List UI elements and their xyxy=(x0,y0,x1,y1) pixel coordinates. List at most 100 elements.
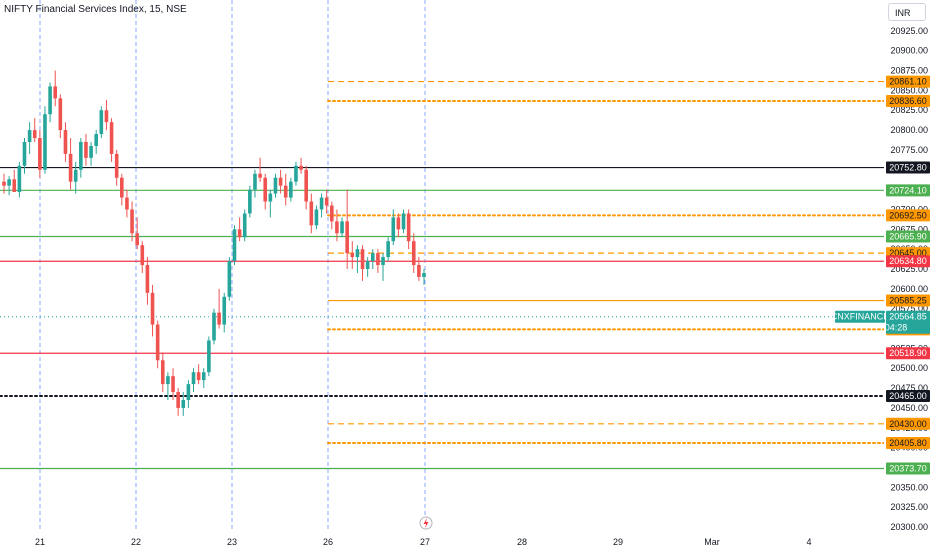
price-tick-label: 20800.00 xyxy=(890,125,928,135)
candle-body xyxy=(73,169,78,182)
candle-body xyxy=(53,86,58,99)
candle-body xyxy=(160,360,165,385)
candle-body xyxy=(237,229,242,238)
candle-body xyxy=(294,165,298,182)
candle-body xyxy=(12,179,17,192)
candle-body xyxy=(145,265,150,293)
candle-body xyxy=(212,312,216,341)
candle-body xyxy=(289,181,293,198)
candle-body xyxy=(376,253,380,266)
candle-body xyxy=(17,165,22,192)
level-tag-label: 20692.50 xyxy=(889,210,927,220)
countdown-label: 04:28 xyxy=(885,323,908,333)
candle-body xyxy=(324,197,329,206)
level-tag-label: 20585.25 xyxy=(889,296,927,306)
level-tag-label: 20752.80 xyxy=(889,163,927,173)
candle-body xyxy=(217,312,221,325)
candle-body xyxy=(181,399,186,408)
candle-body xyxy=(299,165,303,170)
candle-body xyxy=(27,130,32,142)
time-tick-label: Mar xyxy=(704,537,720,547)
level-tag xyxy=(886,462,930,475)
time-tick-label: 21 xyxy=(35,537,45,547)
candle-body xyxy=(268,193,273,202)
level-tag-label: 20724.10 xyxy=(889,185,927,195)
candle-body xyxy=(319,197,324,210)
candle-body xyxy=(186,384,191,400)
level-tag xyxy=(886,230,930,243)
candle-body xyxy=(370,253,375,262)
level-tag xyxy=(886,184,930,197)
candle-body xyxy=(283,185,288,198)
level-tag xyxy=(886,95,930,108)
chart-title: NIFTY Financial Services Index, 15, NSE xyxy=(4,4,187,15)
candle-body xyxy=(2,181,6,186)
price-tick-label: 20625.00 xyxy=(890,264,928,274)
candle-body xyxy=(278,177,283,186)
candle-body xyxy=(63,130,68,154)
candle-body xyxy=(207,340,211,373)
candle-body xyxy=(125,197,129,210)
candle-body xyxy=(32,130,37,139)
level-tag-label: 20373.70 xyxy=(889,463,927,473)
candle-body xyxy=(273,177,278,194)
candle-body xyxy=(94,134,98,146)
price-tick-label: 20300.00 xyxy=(890,522,928,532)
time-tick-label: 29 xyxy=(613,537,623,547)
candle-body xyxy=(422,272,426,277)
time-tick-label: 26 xyxy=(323,537,333,547)
candle-body xyxy=(330,205,334,222)
candle-body xyxy=(335,221,339,234)
candle-body xyxy=(340,221,344,234)
candle-body xyxy=(109,122,114,154)
price-tick-label: 20450.00 xyxy=(890,403,928,413)
candle-body xyxy=(309,201,314,226)
candles xyxy=(2,70,426,416)
candle-body xyxy=(314,209,319,226)
candle-body xyxy=(135,233,139,246)
candle-body xyxy=(114,153,119,178)
candle-body xyxy=(130,209,134,234)
price-tick-label: 20900.00 xyxy=(890,46,928,56)
price-tick-label: 20500.00 xyxy=(890,363,928,373)
price-tick-label: 20575.00 xyxy=(890,304,928,314)
level-tag xyxy=(886,417,930,430)
time-tick-label: 28 xyxy=(517,537,527,547)
candle-body xyxy=(68,153,73,182)
candle-body xyxy=(242,213,247,238)
level-tag xyxy=(886,161,930,174)
price-tick-label: 20775.00 xyxy=(890,145,928,155)
candle-body xyxy=(258,173,262,178)
candle-body xyxy=(176,392,180,408)
price-tick-label: 20825.00 xyxy=(890,105,928,115)
candle-body xyxy=(99,110,104,135)
candle-body xyxy=(227,261,232,297)
candle-body xyxy=(171,376,175,393)
candle-body xyxy=(263,177,268,202)
level-tag xyxy=(886,75,930,88)
price-tick-label: 20850.00 xyxy=(890,85,928,95)
level-tag xyxy=(886,255,930,268)
candle-body xyxy=(401,213,406,230)
time-tick-label: 23 xyxy=(227,537,237,547)
candle-body xyxy=(79,141,83,170)
candle-body xyxy=(386,241,390,258)
level-tag-label: 20836.60 xyxy=(889,96,927,106)
price-axis-background xyxy=(884,0,932,550)
candle-body xyxy=(43,114,47,170)
time-axis[interactable]: 21 22 23 26 27 28 29 Mar 4 xyxy=(35,537,812,547)
last-price-label: 20564.85 xyxy=(889,312,927,322)
level-lines xyxy=(0,80,885,470)
symbol-tag-label: CNXFINANCE xyxy=(831,312,890,322)
lightning-icon[interactable] xyxy=(419,516,433,530)
candle-body xyxy=(391,217,396,242)
currency-button[interactable]: INR xyxy=(888,3,926,21)
last-price-tag xyxy=(886,310,930,334)
candle-body xyxy=(253,173,257,190)
price-tick-label: 20925.00 xyxy=(890,26,928,36)
price-tick-label: 20350.00 xyxy=(890,482,928,492)
price-tick-label: 20675.00 xyxy=(890,224,928,234)
candle-body xyxy=(350,253,355,258)
candle-body xyxy=(304,169,308,202)
